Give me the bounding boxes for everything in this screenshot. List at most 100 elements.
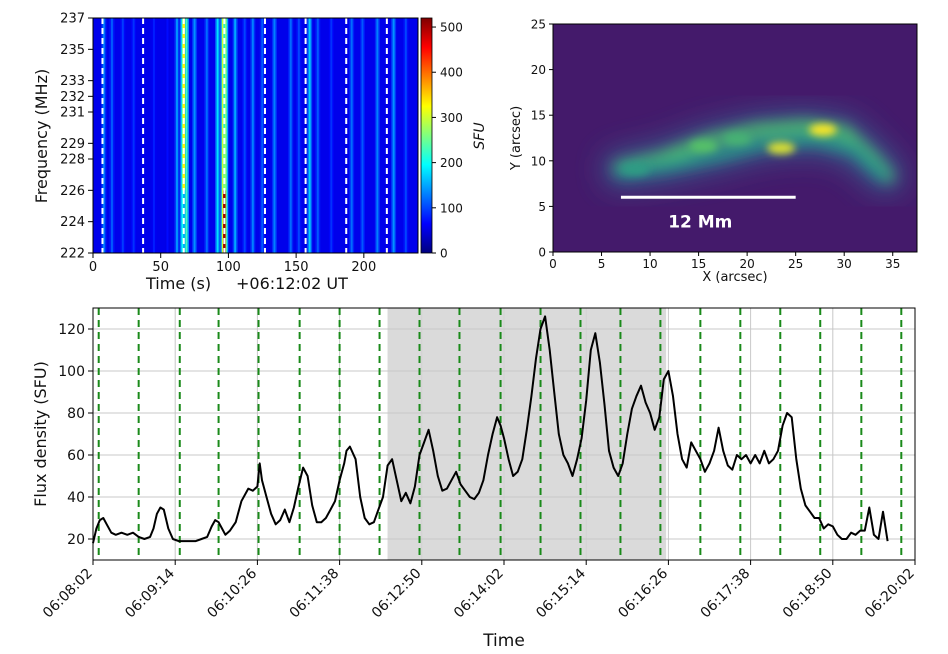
spectrogram-stripe: [242, 18, 248, 253]
spectrogram-x-tick-label: 150: [284, 260, 309, 275]
spectrogram-stripe: [374, 18, 380, 253]
image-x-ticks: 0 5 10 15 20 25 30 35: [549, 252, 900, 271]
spectrogram-stripe: [204, 18, 210, 253]
spectrogram-stripe: [288, 18, 294, 253]
spectrogram-x-tick-label: 50: [152, 260, 169, 275]
image-bright-spot: [689, 140, 718, 153]
spectrogram-stripe-core: [216, 18, 219, 253]
spectrogram-stripe-core: [121, 18, 124, 253]
image-x-tick-label: 25: [788, 257, 803, 271]
spectrogram-y-tick-label: 222: [60, 247, 85, 262]
spectrogram-stripe: [151, 18, 157, 253]
spectrogram-stripe: [131, 18, 137, 253]
image-y-ticks: 0 5 10 15 20 25: [531, 18, 553, 260]
flux-y-tick-label: 80: [67, 406, 85, 422]
flux-x-tick-label: 06:10:26: [204, 565, 260, 621]
spectrogram-y-tick-label: 229: [60, 137, 85, 152]
spectrogram-x-tick-label: 200: [351, 260, 376, 275]
image-y-tick-label: 0: [538, 246, 546, 260]
spectrogram-dashed-lines: [101, 18, 388, 253]
flux-x-tick-label: 06:18:50: [780, 566, 836, 622]
spectrogram-stripe: [109, 18, 115, 253]
flux-y-tick-label: 120: [58, 322, 85, 338]
flux-series-line: [92, 315, 889, 544]
flux-y-tick-label: 60: [67, 448, 85, 464]
spectrogram-stripe: [271, 18, 277, 253]
spectrogram-stripe: [232, 18, 238, 253]
spectrogram-y-tick-label: 232: [60, 90, 85, 105]
image-bright-spot: [808, 123, 837, 136]
flux-y-tick-label: 20: [67, 532, 85, 548]
image-y-label: Y (arcsec): [509, 106, 524, 171]
image-bright-spot: [723, 132, 752, 145]
source-image-panel: 12 Mm 0 5 10 15 20 25 30 35 0 5 10 15 20 25 X (arcse…: [509, 18, 918, 285]
spectrogram-stripe-core: [175, 18, 178, 253]
spectrogram-stripe-core: [350, 18, 353, 253]
image-x-tick-label: 15: [691, 257, 706, 271]
flux-dashed-lines: [97, 308, 903, 560]
flux-x-tick-label: 06:20:02: [862, 566, 918, 622]
flux-y-label: Flux density (SFU): [31, 361, 50, 507]
spectrogram-stripe-core: [361, 18, 364, 253]
spectrogram-stripe: [192, 18, 198, 253]
colorbar-tick-label: 200: [440, 156, 463, 170]
spectrogram-x-ticks: 0 50 100 150 200: [89, 253, 376, 275]
spectrogram-stripe: [250, 18, 256, 253]
image-bright-spot: [767, 142, 796, 155]
image-bright-spots: [621, 123, 837, 176]
spectrogram-stripe-core: [273, 18, 276, 253]
spectrogram-stripe-core: [330, 18, 333, 253]
spectrogram-stripe-core: [132, 18, 135, 253]
colorbar: [420, 17, 433, 254]
image-loop-path: [614, 132, 889, 182]
spectrogram-stripe-core: [404, 18, 407, 253]
colorbar-tick-label: 300: [440, 111, 463, 125]
spectrogram-stripe-core: [243, 18, 246, 253]
spectrogram-stripe: [223, 18, 229, 253]
spectrogram-stripe: [183, 18, 189, 253]
spectrogram-stripe-core: [110, 18, 113, 253]
spectrogram-stripe: [391, 18, 397, 253]
spectrogram-stripe-core: [297, 18, 300, 253]
scale-bar-label: 12 Mm: [668, 212, 732, 232]
spectrogram-stripe: [349, 18, 355, 253]
flux-horizontal-grid: [93, 328, 915, 540]
spectrogram-stripe-core: [224, 18, 227, 253]
spectrogram-stripe-core: [193, 18, 196, 253]
spectrogram-stripe: [174, 18, 180, 253]
flux-panel: 06:08:02 06:09:14 06:10:26 06:11:38 06:12:50…: [31, 307, 918, 651]
spectrogram-stripe-core: [181, 18, 184, 253]
spectrogram-y-label: Frequency (MHz): [32, 69, 51, 203]
flux-x-tick-label: 06:16:26: [615, 565, 671, 621]
colorbar-ticks: 0 100 200 300 400 500: [432, 21, 463, 261]
spectrogram-y-tick-label: 224: [60, 215, 85, 230]
image-x-label: X (arcsec): [702, 270, 767, 285]
spectrogram-y-tick-label: 233: [60, 74, 85, 89]
spectrogram-y-tick-label: 226: [60, 184, 85, 199]
colorbar-tick-label: 0: [440, 247, 448, 261]
spectrogram-stripe-core: [166, 18, 169, 253]
spectrogram-time-offset: +06:12:02 UT: [236, 274, 348, 293]
flux-y-tick-label: 40: [67, 490, 85, 506]
flux-y-tick-label: 100: [58, 364, 85, 380]
spectrogram-stripe: [215, 18, 221, 253]
image-x-tick-label: 10: [642, 257, 657, 271]
image-loops: [613, 120, 894, 183]
image-y-tick-label: 5: [538, 200, 546, 214]
spectrogram-stripe-core: [205, 18, 208, 253]
spectrogram-x-tick-label: 100: [216, 260, 241, 275]
spectrogram-stripe-core: [251, 18, 254, 253]
colorbar-label: SFU: [472, 122, 488, 149]
colorbar-tick-label: 100: [440, 201, 463, 215]
spectrogram-y-tick-label: 235: [60, 43, 85, 58]
spectrogram-stripe: [307, 18, 313, 253]
spectrogram-background: [93, 18, 418, 253]
image-x-tick-label: 30: [837, 257, 852, 271]
flux-x-tick-label: 06:09:14: [122, 565, 178, 621]
spectrogram-stripe: [179, 18, 185, 253]
spectrogram-stripe: [403, 18, 409, 253]
spectrogram-stripe-core: [289, 18, 292, 253]
